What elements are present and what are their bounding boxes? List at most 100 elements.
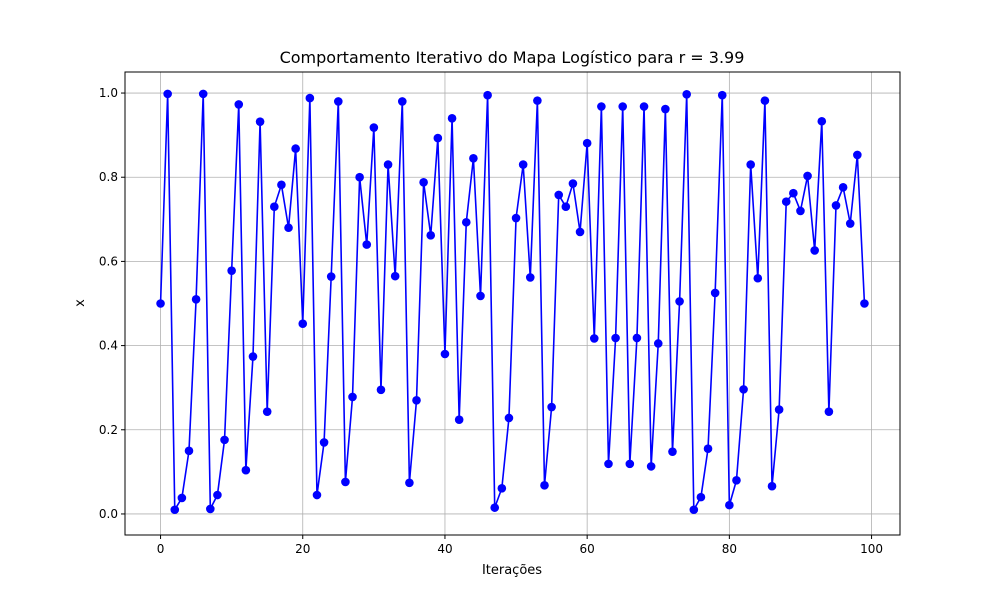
data-point (639, 102, 649, 111)
data-point (860, 299, 869, 308)
data-point (668, 447, 677, 456)
data-point (703, 444, 713, 454)
data-point (454, 415, 464, 424)
y-tick-label: 0.4 (99, 339, 118, 353)
y-axis: 0.0 0.2 0.4 0.6 0.8 1.0 (99, 86, 125, 521)
chart-title: Comportamento Iterativo do Mapa Logístic… (280, 48, 745, 67)
data-point (540, 481, 549, 490)
data-point (362, 240, 372, 249)
data-point (582, 138, 592, 148)
data-point (262, 407, 272, 416)
data-point (383, 160, 393, 169)
data-point (675, 297, 684, 306)
data-point (525, 273, 535, 282)
data-point (163, 89, 172, 99)
data-point (305, 93, 315, 103)
data-point (824, 407, 834, 416)
data-point (845, 219, 855, 228)
data-point (319, 438, 329, 447)
data-point (810, 246, 819, 255)
data-point (170, 505, 180, 515)
data-point (184, 446, 194, 456)
data-point (220, 435, 229, 445)
grid (125, 72, 900, 535)
data-point (191, 294, 201, 304)
data-point (710, 288, 720, 298)
data-point (476, 291, 485, 301)
data-point (625, 459, 635, 469)
data-point (447, 114, 457, 123)
data-point (355, 172, 364, 182)
data-point (774, 405, 784, 414)
data-point (789, 188, 798, 198)
data-point (177, 493, 187, 503)
y-tick-label: 1.0 (99, 86, 118, 100)
data-point (561, 202, 571, 211)
data-point (781, 197, 791, 206)
data-point (312, 490, 322, 500)
data-point (725, 500, 734, 510)
y-tick-label: 0.8 (99, 170, 118, 184)
data-point (831, 201, 841, 210)
data-point (568, 179, 578, 188)
y-tick-label: 0.6 (99, 254, 118, 268)
data-point (440, 349, 450, 359)
x-axis: 0 20 40 60 80 100 (157, 535, 883, 556)
data-point (796, 206, 805, 216)
x-tick-label: 40 (437, 542, 452, 556)
data-point (369, 123, 379, 132)
data-point (504, 413, 514, 423)
data-point (547, 402, 556, 412)
data-point (646, 462, 656, 471)
data-point (277, 180, 286, 190)
data-point (433, 133, 443, 143)
data-point (717, 90, 727, 100)
data-point (461, 217, 471, 227)
data-point (511, 213, 521, 223)
data-point (817, 116, 827, 126)
data-point (732, 475, 741, 485)
data-point (803, 171, 812, 181)
data-point (376, 385, 386, 395)
data-point (234, 100, 244, 109)
data-point (632, 333, 642, 343)
data-point (334, 97, 343, 106)
data-point (270, 202, 279, 211)
data-point (255, 117, 265, 126)
data-point (326, 272, 336, 281)
data-point (753, 273, 763, 283)
x-tick-label: 80 (722, 542, 737, 556)
data-point (853, 150, 862, 160)
y-tick-label: 0.0 (99, 507, 118, 521)
data-point (604, 459, 613, 469)
data-point (760, 96, 770, 105)
y-axis-label: x (73, 299, 88, 307)
data-point (597, 102, 606, 111)
data-point (206, 504, 215, 514)
x-tick-label: 0 (157, 542, 165, 556)
y-tick-label: 0.2 (99, 423, 118, 437)
data-point (490, 503, 500, 512)
data-point (469, 153, 478, 163)
data-point (696, 492, 706, 502)
data-point (405, 478, 414, 488)
data-point (554, 190, 564, 200)
plot-frame (124, 71, 901, 536)
data-point (746, 160, 755, 169)
data-point (533, 96, 542, 105)
data-point (575, 227, 585, 237)
data-point (589, 334, 599, 343)
data-point (284, 223, 293, 233)
series (156, 89, 869, 515)
data-point (661, 104, 670, 114)
data-point (412, 396, 421, 405)
data-point (426, 231, 436, 240)
x-axis-label: Iterações (482, 563, 542, 578)
x-tick-label: 100 (860, 542, 883, 556)
data-point (689, 505, 699, 515)
data-point (248, 352, 258, 361)
data-point (390, 271, 400, 281)
data-point (156, 299, 165, 308)
data-point (653, 339, 663, 348)
